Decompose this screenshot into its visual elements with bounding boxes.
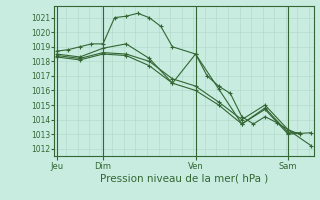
X-axis label: Pression niveau de la mer( hPa ): Pression niveau de la mer( hPa ) bbox=[100, 173, 268, 183]
